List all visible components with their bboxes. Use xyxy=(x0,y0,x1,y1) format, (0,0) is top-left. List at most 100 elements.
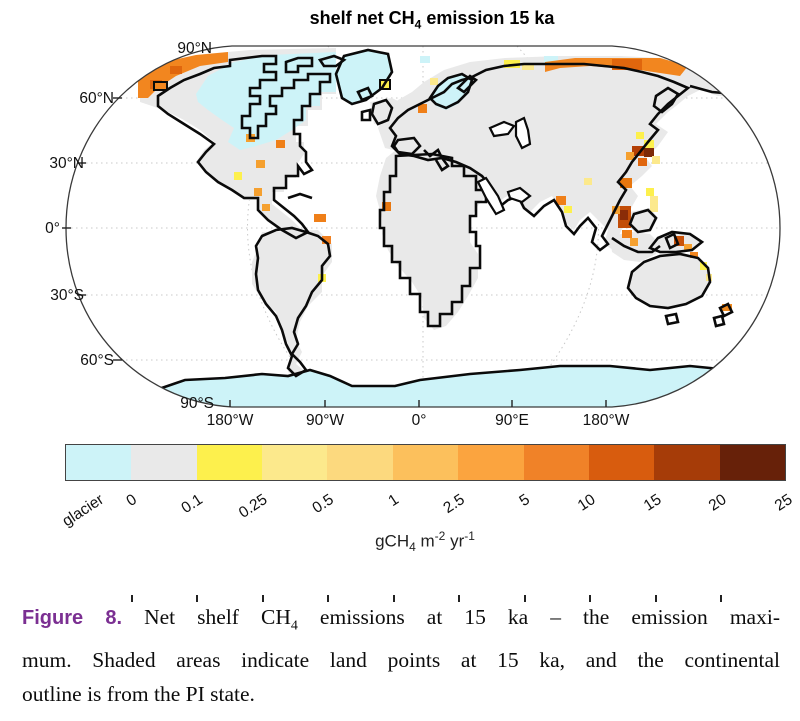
persian-gulf-outline xyxy=(506,186,532,204)
caption-line-2: mum. Shaded areas indicate land points a… xyxy=(22,648,780,673)
britain-doggerland xyxy=(370,98,404,126)
map-title-text-2: emission 15 ka xyxy=(421,8,555,28)
lat-label-0: 0° xyxy=(45,220,60,237)
caption-figure-label: Figure 8. xyxy=(22,607,123,629)
australia-outline xyxy=(626,252,712,310)
colorbar-segment xyxy=(523,445,589,480)
antarctica-ice xyxy=(150,366,764,407)
colorbar-segment xyxy=(66,445,132,480)
caption-line-1: Figure 8. Net shelf CH4 emissions at 15 … xyxy=(22,600,780,643)
antarctica-outline xyxy=(146,364,767,407)
ireland-outline xyxy=(360,108,372,122)
lon-label-90e: 90°E xyxy=(495,412,529,429)
unit-subscript: 4 xyxy=(409,540,416,555)
caption-text: Net shelf CH xyxy=(122,605,291,629)
colorbar-strip xyxy=(65,444,786,481)
sunda-shelf-landmass xyxy=(610,232,660,262)
colorbar-segment xyxy=(392,445,459,480)
colorbar-tick-label: 0.5 xyxy=(309,491,337,518)
colorbar-tick-label: glacier xyxy=(59,491,108,531)
caption-subscript: 4 xyxy=(290,618,298,634)
colorbar-tick-label: 10 xyxy=(574,491,599,515)
black-sea-outline xyxy=(488,120,516,138)
longitude-labels: 180°W 90°W 0° 90°E 180°W xyxy=(207,412,630,429)
colorbar-tick-label: 0.1 xyxy=(178,491,206,518)
lat-label-90s: 90°S xyxy=(180,395,214,412)
world-map: 90°N 60°N 30°N 0° 30°S 60°S 90°S 180°W 9… xyxy=(45,40,781,429)
lat-label-30s: 30°S xyxy=(50,287,84,304)
caption-text-2: emissions at 15 ka – the emission maxi- xyxy=(297,605,780,629)
colorbar-segment xyxy=(719,445,785,480)
colorbar-tick-label: 25 xyxy=(771,491,796,515)
unit-superscript-2: -1 xyxy=(464,529,475,543)
unit-superscript-1: -2 xyxy=(434,529,446,543)
unit-text-3: yr xyxy=(445,531,465,551)
eurasia-outline xyxy=(388,62,691,252)
south-america-landmass xyxy=(252,230,332,378)
red-sea-outline xyxy=(476,176,506,216)
colorbar-tick xyxy=(720,595,723,602)
colorbar-tick xyxy=(261,595,264,602)
colorbar-tick-label: 15 xyxy=(640,491,665,515)
lat-label-90n: 90°N xyxy=(177,40,212,57)
colorbar-tick xyxy=(523,595,526,602)
lat-label-60n: 60°N xyxy=(79,90,114,107)
new-zealand-south-outline xyxy=(712,314,726,328)
colorbar-tick-label: 20 xyxy=(706,491,730,515)
map-title-subscript: 4 xyxy=(414,17,422,32)
map-title: shelf net CH4 emission 15 ka xyxy=(310,8,555,32)
lon-label-180w-right: 180°W xyxy=(583,412,630,429)
lon-label-0: 0° xyxy=(412,412,427,429)
caption-line-3: outline is from the PI state. xyxy=(22,682,255,707)
borneo-outline xyxy=(628,208,658,234)
sulawesi-outline xyxy=(664,232,680,250)
africa-landmass xyxy=(376,148,490,330)
colorbar-tick-label: 2.5 xyxy=(440,491,468,518)
colorbar-segment xyxy=(131,445,197,480)
colorbar-segment xyxy=(458,445,524,480)
unit-text-2: m xyxy=(415,531,435,551)
map-shading xyxy=(138,48,773,407)
south-america-outline xyxy=(254,226,332,378)
iceland-outline xyxy=(356,86,374,102)
new-siberian-outline xyxy=(750,84,772,104)
mediterranean-north-coast xyxy=(423,148,450,172)
new-guinea-outline xyxy=(647,230,705,254)
colorbar-segment xyxy=(654,445,720,480)
arctic-archipelago-outline xyxy=(284,56,314,74)
new-zealand-north-outline xyxy=(718,302,734,318)
britain-outline xyxy=(370,98,394,126)
lon-label-180w-left: 180°W xyxy=(207,412,254,429)
colorbar-segment xyxy=(327,445,393,480)
colorbar-tick-label: 0.25 xyxy=(236,491,271,522)
laurentide-ice xyxy=(196,52,336,150)
japan-outline xyxy=(652,86,680,114)
figure-caption: Figure 8. Net shelf CH4 emissions at 15 … xyxy=(22,600,780,711)
iberia-outline xyxy=(392,136,422,156)
colorbar-tick xyxy=(589,595,592,602)
colorbar-tick-label: 5 xyxy=(516,491,534,510)
colorbar-tick xyxy=(327,595,330,602)
colorbar-segment xyxy=(196,445,263,480)
map-boundary xyxy=(65,45,781,408)
greenland-outline xyxy=(334,48,394,106)
colorbar-tick-label: 1 xyxy=(385,491,402,510)
colorbar-tick xyxy=(458,595,461,602)
axis-ticks xyxy=(62,97,607,407)
colorbar-segment xyxy=(262,445,328,480)
lon-label-90w: 90°W xyxy=(306,412,344,429)
pi-coastline-outlines xyxy=(146,48,773,407)
colorbar-unit-label: gCH4 m-2 yr-1 xyxy=(375,529,475,554)
australia-landmass xyxy=(628,254,710,308)
colorbar-tick xyxy=(392,595,395,602)
latitude-labels: 90°N 60°N 30°N 0° 30°S 60°S 90°S xyxy=(45,40,214,412)
colorbar: glacier 0 0.1 0.25 0.5 1 2.5 5 10 15 20 25 gCH4 m-2… xyxy=(0,443,800,603)
colorbar-tick-label: 0 xyxy=(123,491,140,510)
caribbean-outline xyxy=(287,192,313,200)
map-title-text: shelf net CH xyxy=(309,8,415,28)
lat-label-60s: 60°S xyxy=(80,352,114,369)
colorbar-tick xyxy=(654,595,657,602)
unit-text: gCH xyxy=(375,531,410,551)
colorbar-tick xyxy=(196,595,199,602)
